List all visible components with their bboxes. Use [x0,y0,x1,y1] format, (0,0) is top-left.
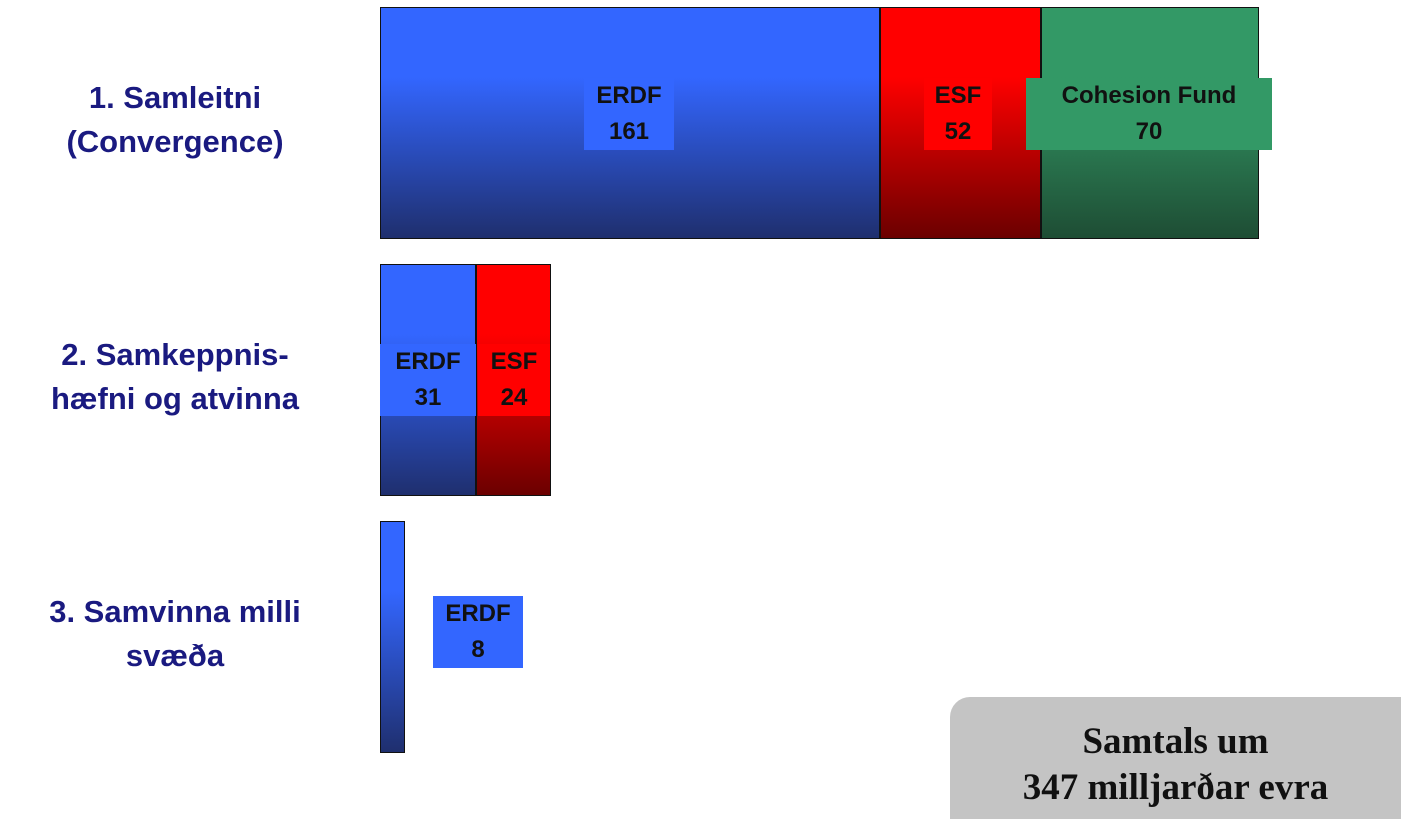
data-label-name: ERDF [596,82,662,109]
data-label-value: 24 [500,384,528,411]
total-line-1: Samtals um [1082,721,1269,762]
data-label-cohesion-fund-row-1: Cohesion Fund 70 [1026,78,1272,150]
data-label-name: ESF [490,348,538,375]
row-label-3-line-2: svæða [125,638,225,673]
total-box: Samtals um 347 milljarðar evra [950,697,1401,819]
data-label-name: Cohesion Fund [1061,82,1237,109]
row-label-2-line-2: hæfni og atvinna [51,381,299,416]
data-label-value: 70 [1135,118,1163,145]
row-label-1: 1. Samleitni (Convergence) [0,76,350,164]
data-label-value: 52 [944,118,972,145]
row-label-1-line-1: 1. Samleitni [88,80,262,115]
data-label-erdf-row-3: ERDF 8 [433,596,523,668]
row-label-3-line-1: 3. Samvinna milli [49,594,301,629]
row-label-2-line-1: 2. Samkeppnis- [61,337,289,372]
data-label-esf-row-1: ESF 52 [924,78,992,150]
data-label-erdf-row-2: ERDF 31 [380,344,476,416]
data-label-value: 8 [471,636,485,663]
data-label-name: ERDF [395,348,461,375]
data-label-name: ERDF [445,600,511,627]
data-label-value: 161 [608,118,650,145]
row-label-2: 2. Samkeppnis-hæfni og atvinna [0,333,350,421]
row-label-3: 3. Samvinna milli svæða [0,590,350,678]
data-label-erdf-row-1: ERDF 161 [584,78,674,150]
row-label-1-line-2: (Convergence) [66,124,284,159]
data-label-esf-row-2: ESF 24 [478,344,550,416]
bar-erdf-row-3 [380,521,405,753]
data-label-name: ESF [934,82,982,109]
total-line-2: 347 milljarðar evra [1022,767,1329,808]
data-label-value: 31 [414,384,442,411]
